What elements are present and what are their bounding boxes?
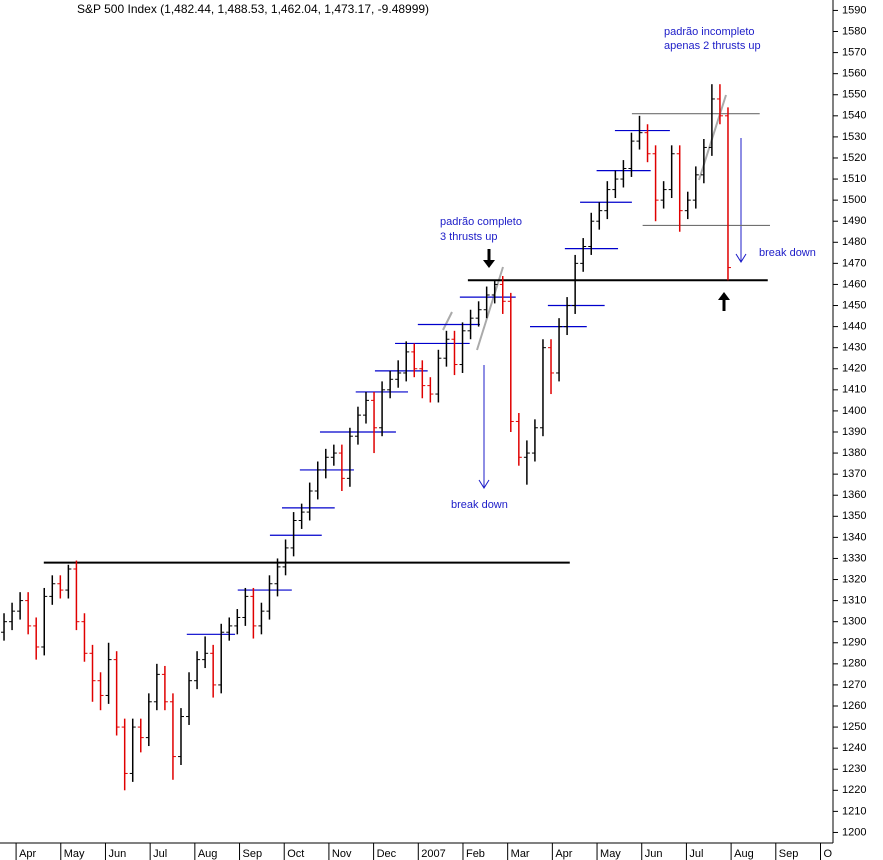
x-tick-label: Mar xyxy=(511,848,530,860)
y-tick-label: 1200 xyxy=(842,826,866,838)
annotation: break down xyxy=(451,499,508,511)
annotation: padrão completo xyxy=(440,216,522,228)
y-tick-label: 1560 xyxy=(842,68,866,80)
y-tick-label: 1500 xyxy=(842,194,866,206)
x-tick-label: May xyxy=(600,848,621,860)
y-tick-label: 1300 xyxy=(842,616,866,628)
arrow-head xyxy=(718,292,730,300)
y-tick-label: 1420 xyxy=(842,363,866,375)
y-tick-label: 1400 xyxy=(842,405,866,417)
y-tick-label: 1330 xyxy=(842,552,866,564)
y-tick-label: 1520 xyxy=(842,152,866,164)
x-tick-label: Sep xyxy=(243,848,263,860)
y-tick-label: 1430 xyxy=(842,342,866,354)
y-tick-label: 1360 xyxy=(842,489,866,501)
y-tick-label: 1210 xyxy=(842,805,866,817)
trend-line xyxy=(442,311,453,331)
y-tick-label: 1250 xyxy=(842,721,866,733)
y-tick-label: 1240 xyxy=(842,742,866,754)
y-tick-label: 1370 xyxy=(842,468,866,480)
x-tick-label: Aug xyxy=(198,848,218,860)
x-tick-label: O xyxy=(823,848,832,860)
x-tick-label: Oct xyxy=(287,848,304,860)
y-tick-label: 1490 xyxy=(842,215,866,227)
arrows xyxy=(442,94,747,489)
annotation: break down xyxy=(759,247,816,259)
y-tick-label: 1380 xyxy=(842,447,866,459)
y-tick-label: 1320 xyxy=(842,573,866,585)
x-tick-label: May xyxy=(64,848,85,860)
y-tick-label: 1480 xyxy=(842,236,866,248)
x-tick-label: Jul xyxy=(153,848,167,860)
y-tick-label: 1290 xyxy=(842,637,866,649)
y-tick-label: 1460 xyxy=(842,278,866,290)
y-tick-label: 1220 xyxy=(842,784,866,796)
y-tick-label: 1350 xyxy=(842,510,866,522)
arrow-head xyxy=(478,479,490,489)
y-tick-label: 1540 xyxy=(842,110,866,122)
x-tick-label: Apr xyxy=(555,848,572,860)
arrow-head xyxy=(735,253,747,263)
y-tick-label: 1590 xyxy=(842,4,866,16)
arrow-head xyxy=(483,260,495,268)
y-tick-label: 1450 xyxy=(842,299,866,311)
y-tick-label: 1580 xyxy=(842,25,866,37)
y-tick-label: 1340 xyxy=(842,531,866,543)
x-tick-label: Apr xyxy=(19,848,36,860)
annotation: 3 thrusts up xyxy=(440,231,497,243)
x-tick-label: Jun xyxy=(645,848,663,860)
y-tick-label: 1310 xyxy=(842,595,866,607)
y-tick-label: 1510 xyxy=(842,173,866,185)
x-tick-label: Dec xyxy=(377,848,397,860)
x-tick-label: Sep xyxy=(779,848,799,860)
x-tick-label: Aug xyxy=(734,848,754,860)
x-tick-label: Jun xyxy=(108,848,126,860)
y-tick-label: 1280 xyxy=(842,658,866,670)
y-tick-label: 1230 xyxy=(842,763,866,775)
y-tick-label: 1550 xyxy=(842,89,866,101)
y-tick-label: 1440 xyxy=(842,321,866,333)
y-tick-label: 1410 xyxy=(842,384,866,396)
x-tick-label: Feb xyxy=(466,848,485,860)
x-tick-label: Nov xyxy=(332,848,352,860)
y-tick-label: 1530 xyxy=(842,131,866,143)
y-tick-label: 1470 xyxy=(842,257,866,269)
x-tick-label: 2007 xyxy=(421,848,445,860)
y-tick-label: 1270 xyxy=(842,679,866,691)
annotation: padrão incompleto xyxy=(664,26,755,38)
chart-title: S&P 500 Index (1,482.44, 1,488.53, 1,462… xyxy=(77,2,429,16)
annotation: apenas 2 thrusts up xyxy=(664,40,761,52)
y-tick-label: 1570 xyxy=(842,46,866,58)
y-tick-label: 1260 xyxy=(842,700,866,712)
y-tick-label: 1390 xyxy=(842,426,866,438)
x-tick-label: Jul xyxy=(689,848,703,860)
